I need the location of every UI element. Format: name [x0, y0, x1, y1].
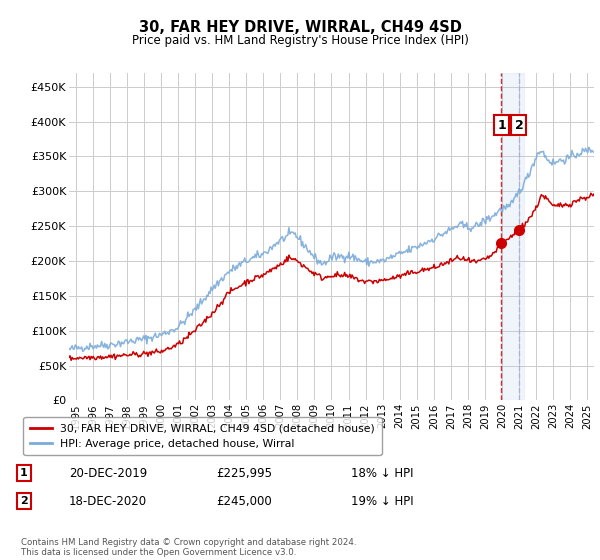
Text: 18% ↓ HPI: 18% ↓ HPI — [351, 466, 413, 480]
Text: 30, FAR HEY DRIVE, WIRRAL, CH49 4SD: 30, FAR HEY DRIVE, WIRRAL, CH49 4SD — [139, 20, 461, 35]
Text: 1: 1 — [20, 468, 28, 478]
Text: 20-DEC-2019: 20-DEC-2019 — [69, 466, 147, 480]
Text: £225,995: £225,995 — [216, 466, 272, 480]
Text: 19% ↓ HPI: 19% ↓ HPI — [351, 494, 413, 508]
Text: 1: 1 — [497, 119, 506, 132]
Text: Contains HM Land Registry data © Crown copyright and database right 2024.
This d: Contains HM Land Registry data © Crown c… — [21, 538, 356, 557]
Text: £245,000: £245,000 — [216, 494, 272, 508]
Text: Price paid vs. HM Land Registry's House Price Index (HPI): Price paid vs. HM Land Registry's House … — [131, 34, 469, 46]
Bar — [502, 73, 524, 400]
Text: 2: 2 — [20, 496, 28, 506]
Legend: 30, FAR HEY DRIVE, WIRRAL, CH49 4SD (detached house), HPI: Average price, detach: 30, FAR HEY DRIVE, WIRRAL, CH49 4SD (det… — [23, 417, 382, 455]
Text: 2: 2 — [515, 119, 523, 132]
Text: 18-DEC-2020: 18-DEC-2020 — [69, 494, 147, 508]
